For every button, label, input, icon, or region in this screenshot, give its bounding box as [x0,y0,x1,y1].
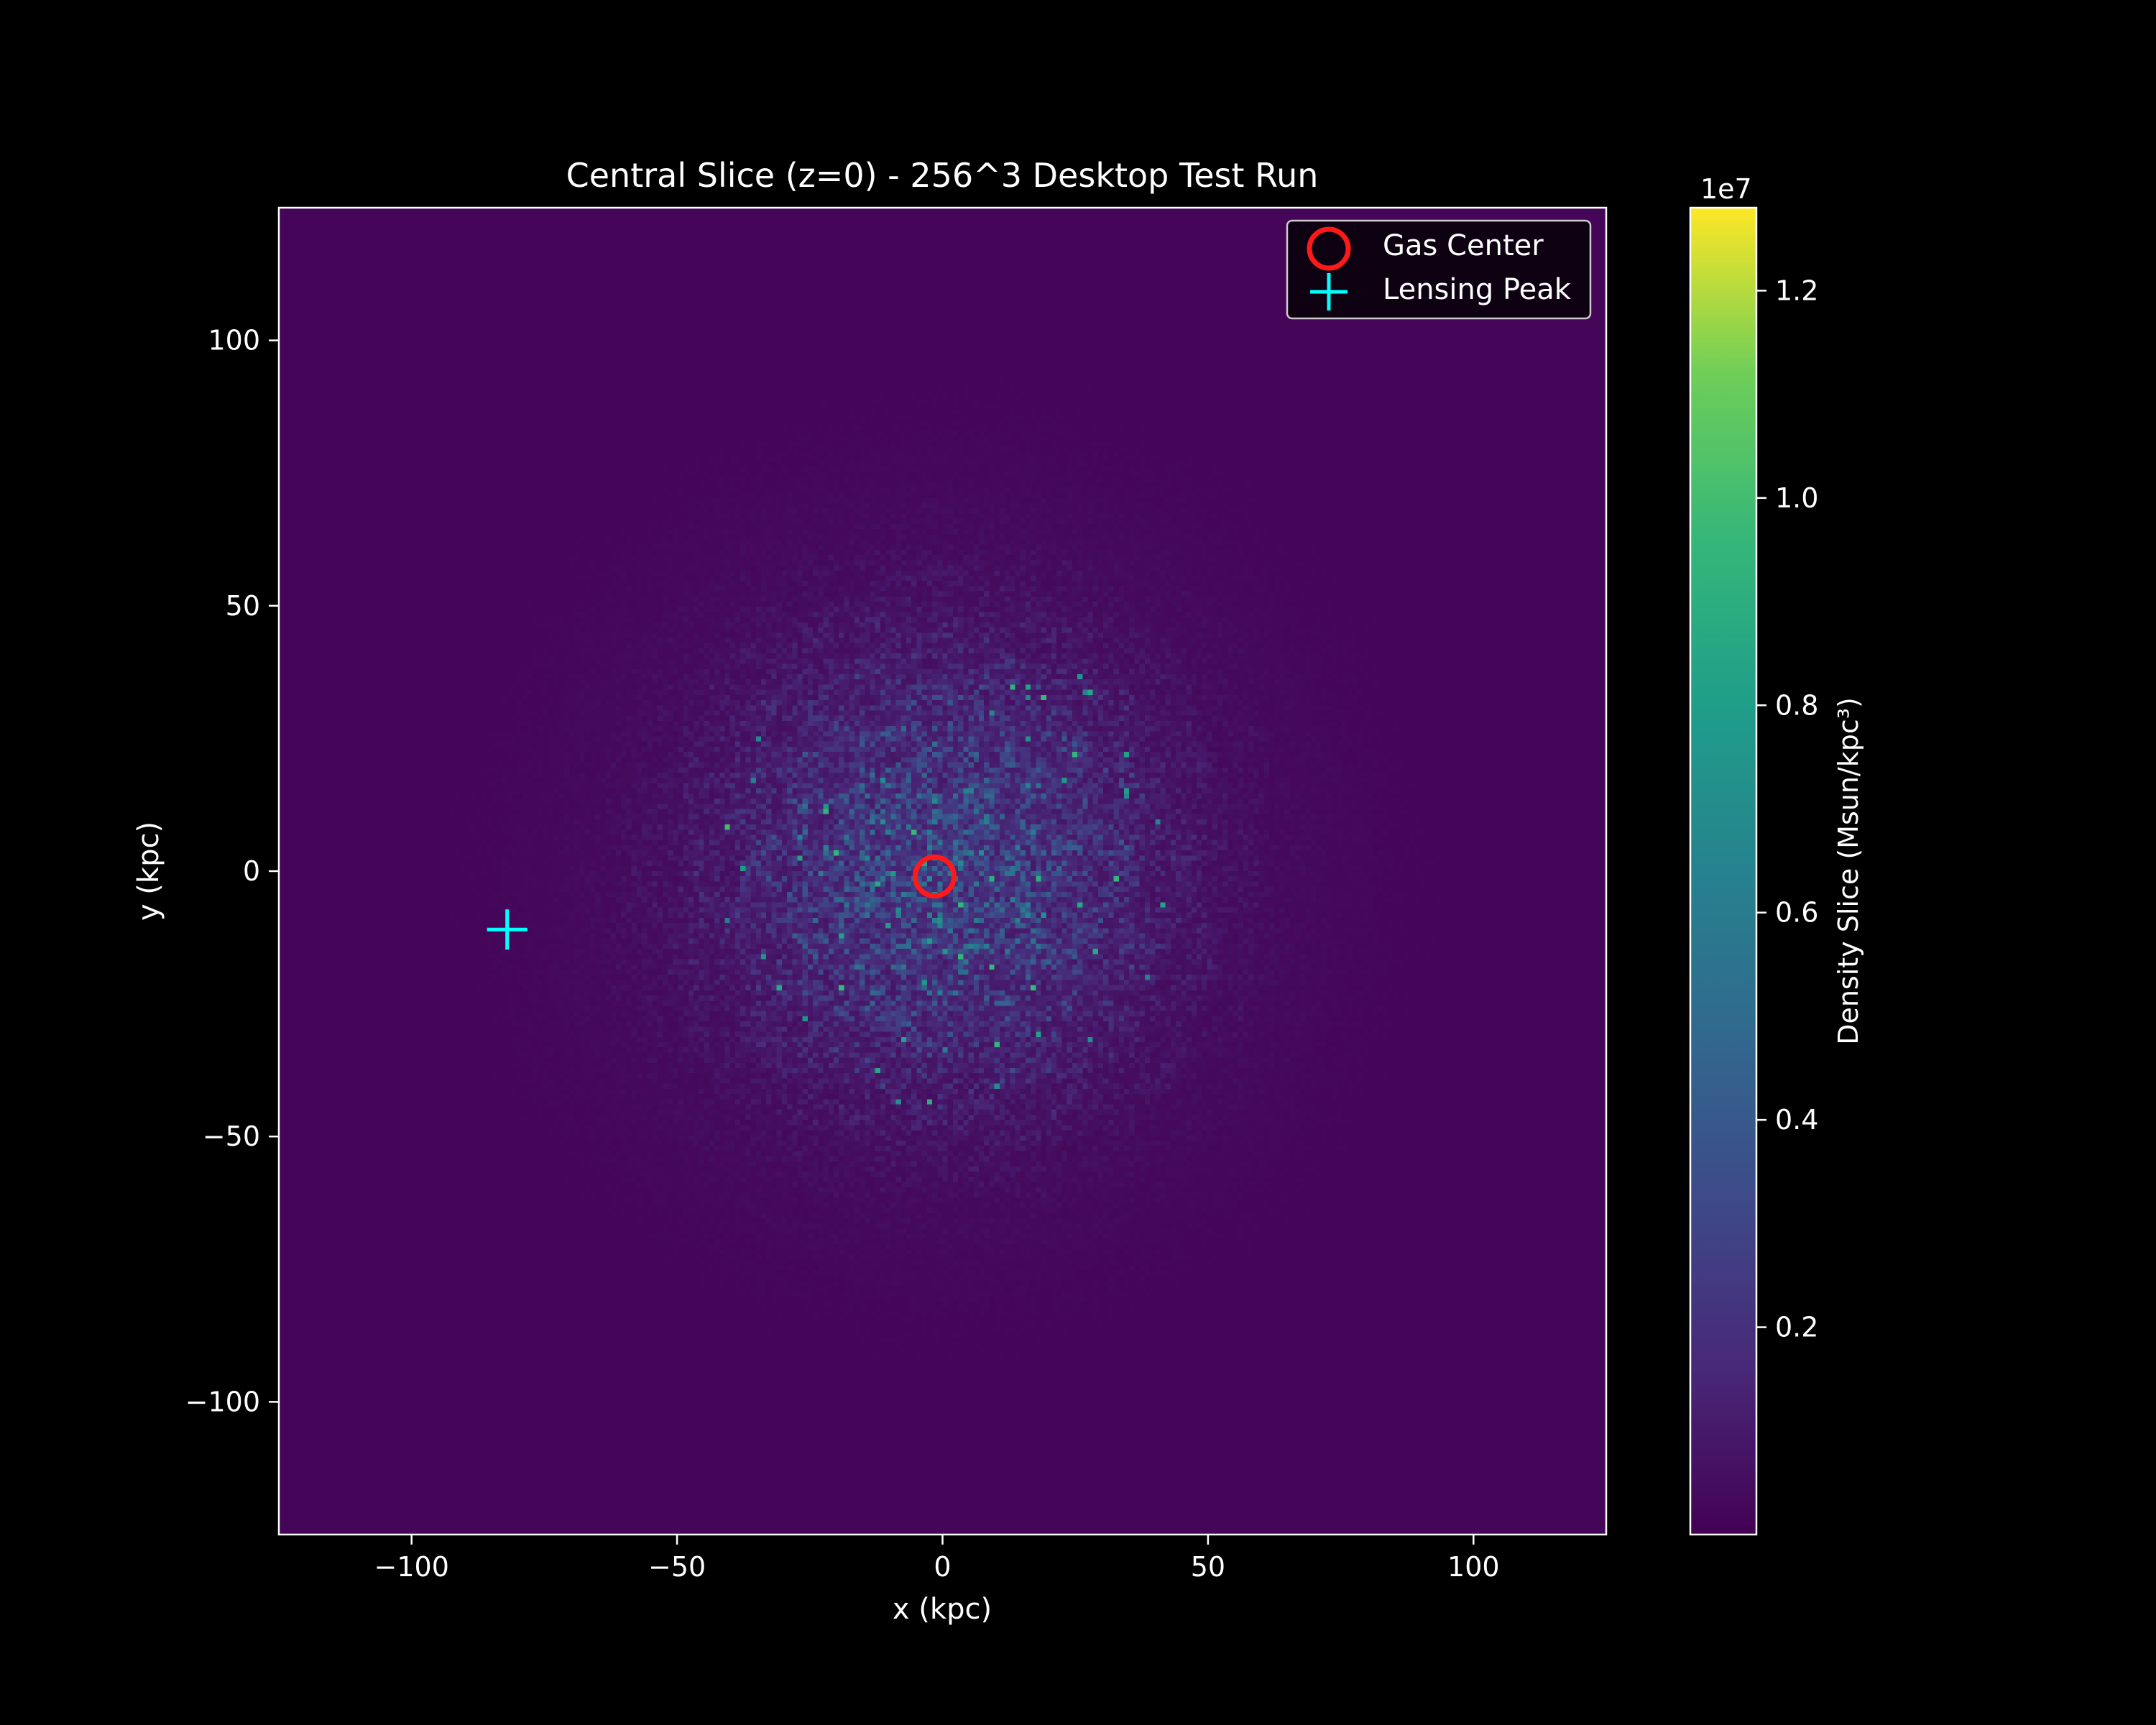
lensing-peak-marker [487,909,528,950]
colorbar-tick-label: 0.2 [1775,1312,1818,1343]
colorbar: 0.2 0.4 0.6 0.8 1.0 1.2 1e7 Density Slice (Ms… [1689,173,1864,1536]
legend: Gas Center Lensing Peak [1286,219,1592,320]
marker-layer [487,854,957,950]
colorbar-tick-label: 0.8 [1775,689,1818,721]
y-tick-label: 100 [208,325,260,356]
colorbar-ticks: 0.2 0.4 0.6 0.8 1.0 1.2 [1756,275,1818,1343]
legend-label-lensing-peak: Lensing Peak [1383,273,1572,306]
y-tick-label: 0 [243,855,260,887]
y-tick-label: −50 [203,1121,260,1152]
x-tick-label: −50 [648,1551,706,1583]
plot-area [277,206,1608,1536]
colorbar-tick-label: 0.4 [1775,1104,1818,1136]
colorbar-gradient [1690,208,1756,1535]
gas-center-marker [912,854,957,898]
colorbar-offset-label: 1e7 [1700,173,1752,205]
legend-gas-center-icon [1307,226,1351,271]
y-axis-label: y (kpc) [132,822,165,921]
density-heatmap [279,208,1606,1535]
chart-title: Central Slice (z=0) - 256^3 Desktop Test… [566,156,1319,195]
y-tick-label: −100 [185,1386,260,1417]
x-tick-label: 100 [1447,1551,1500,1583]
legend-label-gas-center: Gas Center [1383,229,1544,262]
x-tick-label: 0 [934,1551,951,1583]
x-tick-label: −100 [374,1551,449,1583]
x-tick-label: 50 [1191,1551,1225,1583]
legend-box [1286,219,1592,320]
legend-lensing-peak-icon [1310,273,1348,310]
y-axis: −100 −50 0 50 100 [185,325,279,1417]
colorbar-label: Density Slice (Msun/kpc³) [1833,697,1864,1045]
colorbar-tick-label: 1.2 [1775,275,1818,306]
y-tick-label: 50 [226,590,260,622]
colorbar-tick-label: 1.0 [1775,482,1818,514]
x-axis-label: x (kpc) [893,1593,992,1626]
colorbar-frame [1689,206,1758,1536]
colorbar-tick-label: 0.6 [1775,897,1818,929]
x-axis: −100 −50 0 50 100 [374,1535,1500,1583]
